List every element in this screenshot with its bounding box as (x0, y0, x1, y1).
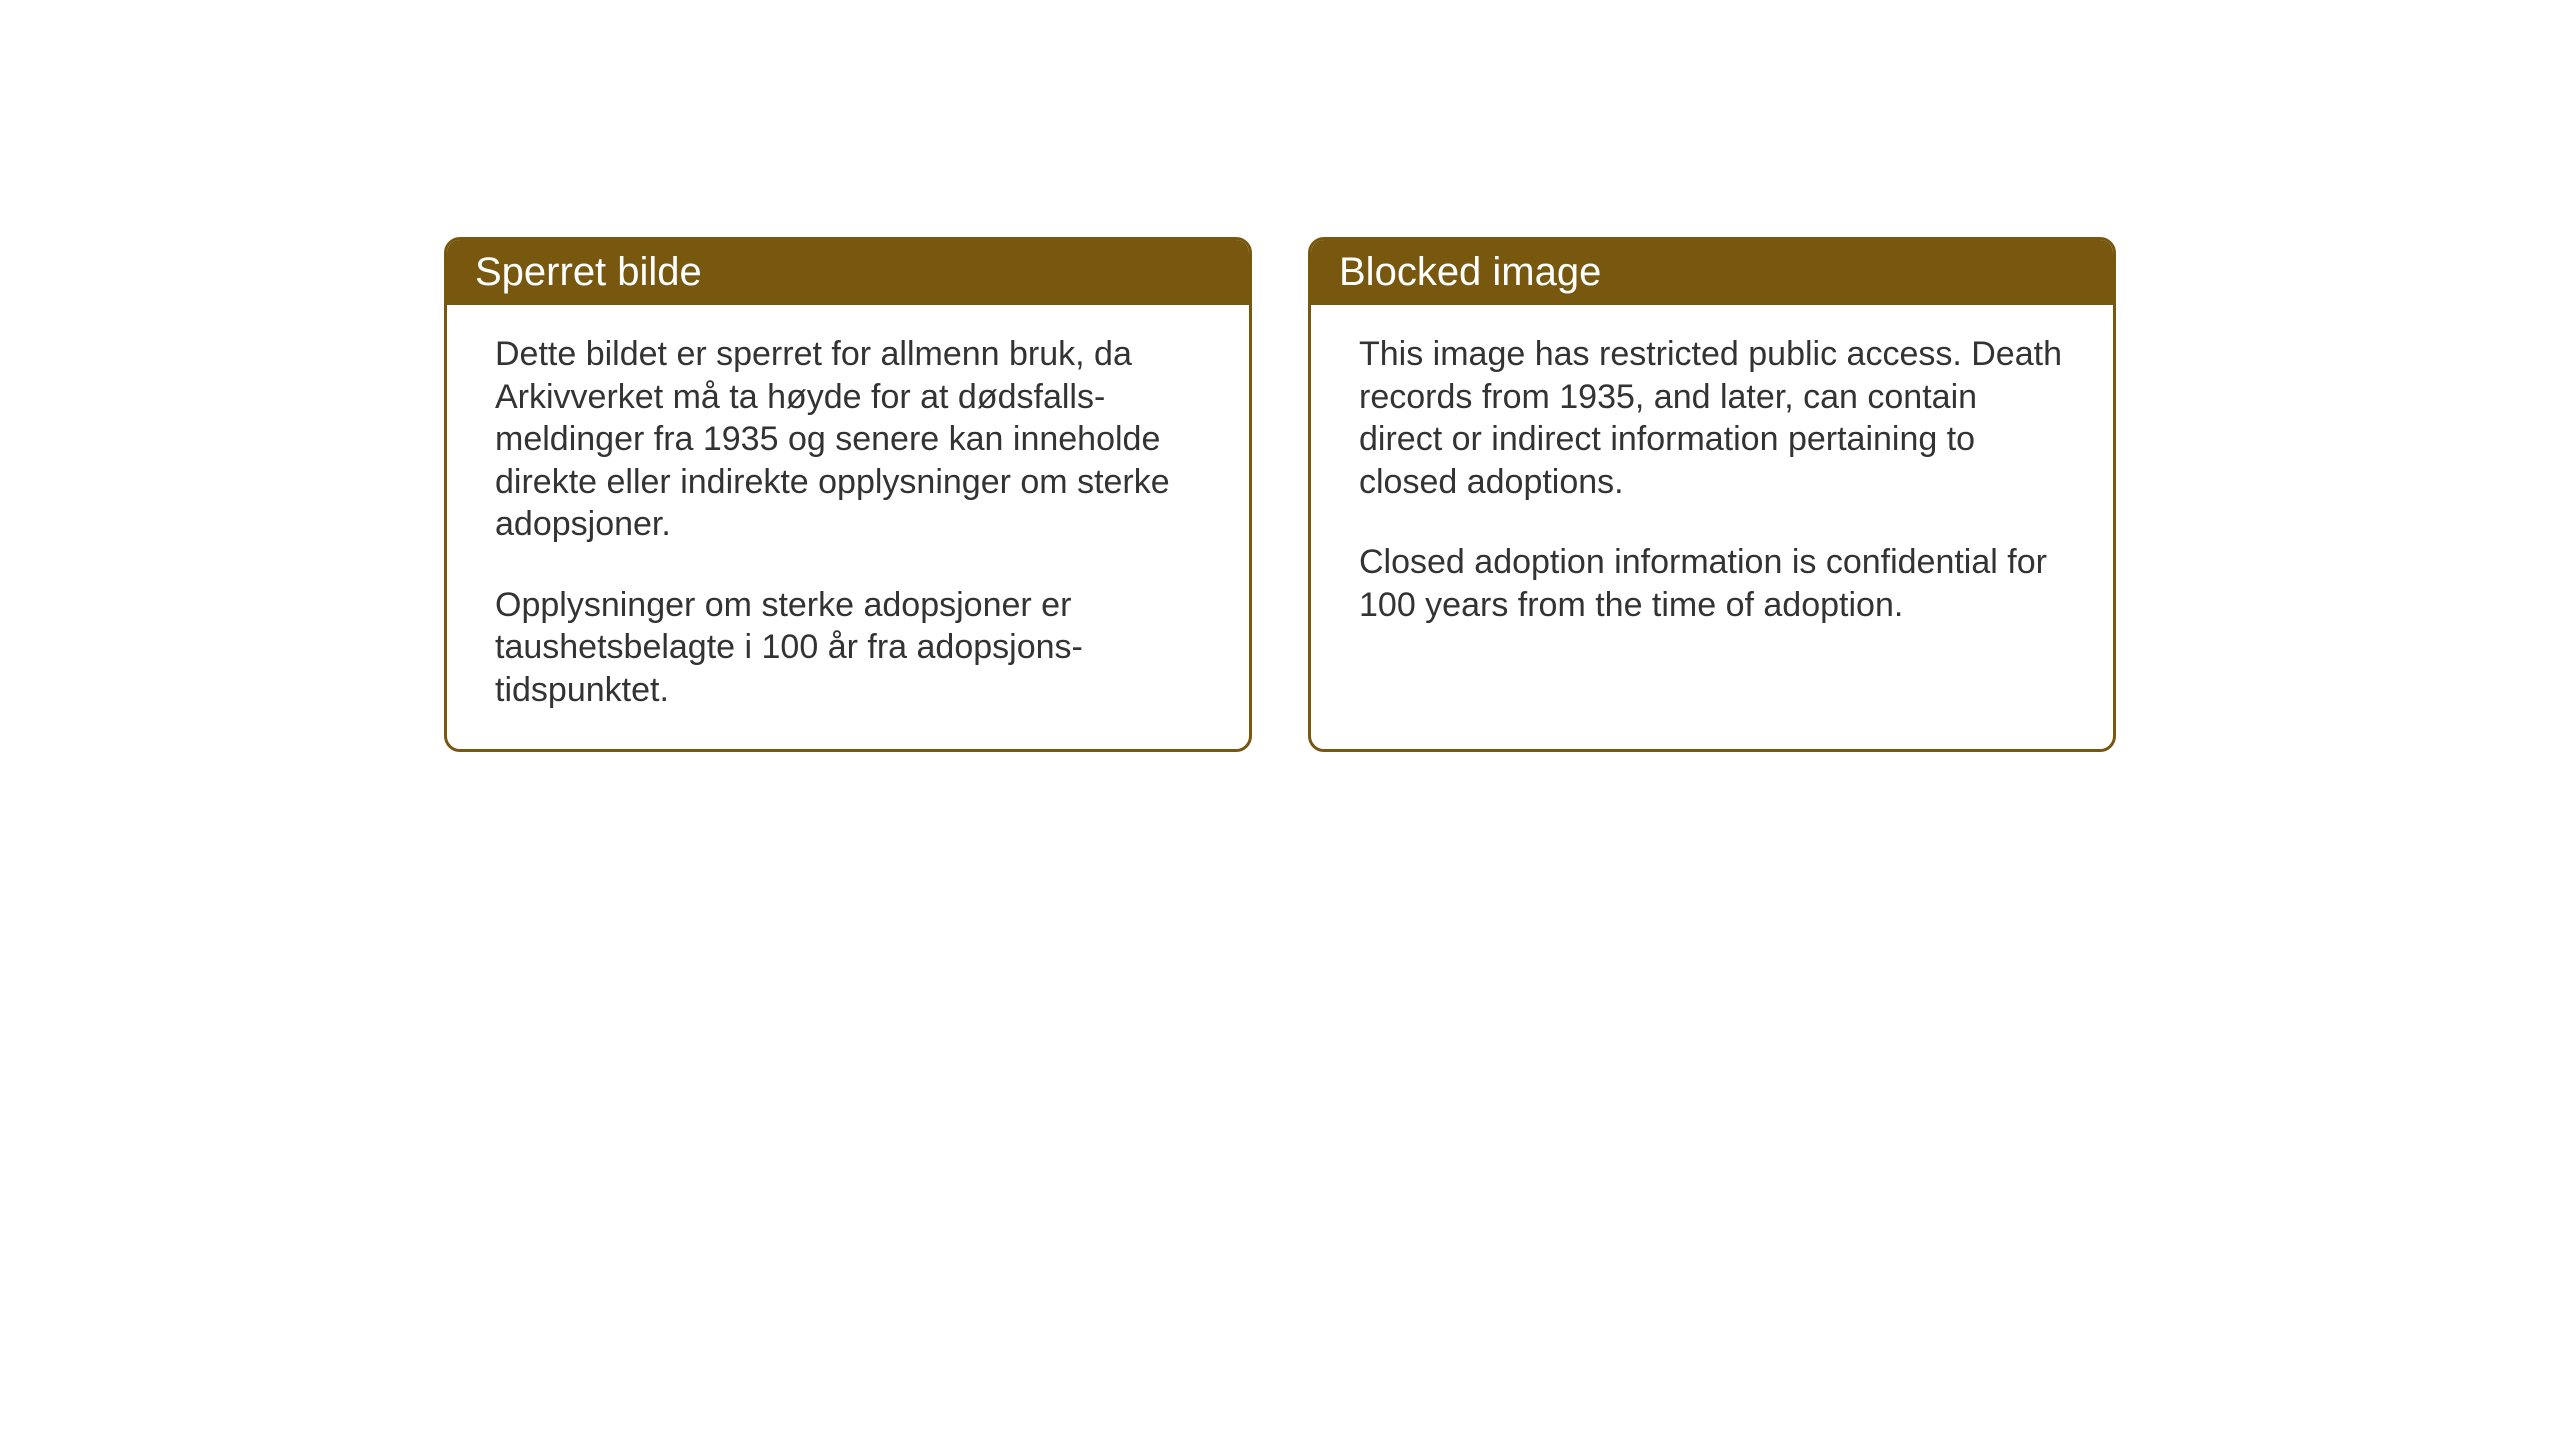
card-english-paragraph-1: This image has restricted public access.… (1359, 333, 2065, 503)
card-norwegian: Sperret bilde Dette bildet er sperret fo… (444, 237, 1252, 752)
card-norwegian-paragraph-2: Opplysninger om sterke adopsjoner er tau… (495, 584, 1201, 712)
cards-container: Sperret bilde Dette bildet er sperret fo… (0, 0, 2560, 752)
card-norwegian-title: Sperret bilde (475, 250, 702, 294)
card-english-body: This image has restricted public access.… (1311, 305, 2113, 745)
card-norwegian-paragraph-1: Dette bildet er sperret for allmenn bruk… (495, 333, 1201, 546)
card-english-paragraph-2: Closed adoption information is confident… (1359, 541, 2065, 626)
card-english: Blocked image This image has restricted … (1308, 237, 2116, 752)
card-english-header: Blocked image (1311, 240, 2113, 305)
card-english-title: Blocked image (1339, 250, 1601, 294)
card-norwegian-body: Dette bildet er sperret for allmenn bruk… (447, 305, 1249, 749)
card-norwegian-header: Sperret bilde (447, 240, 1249, 305)
